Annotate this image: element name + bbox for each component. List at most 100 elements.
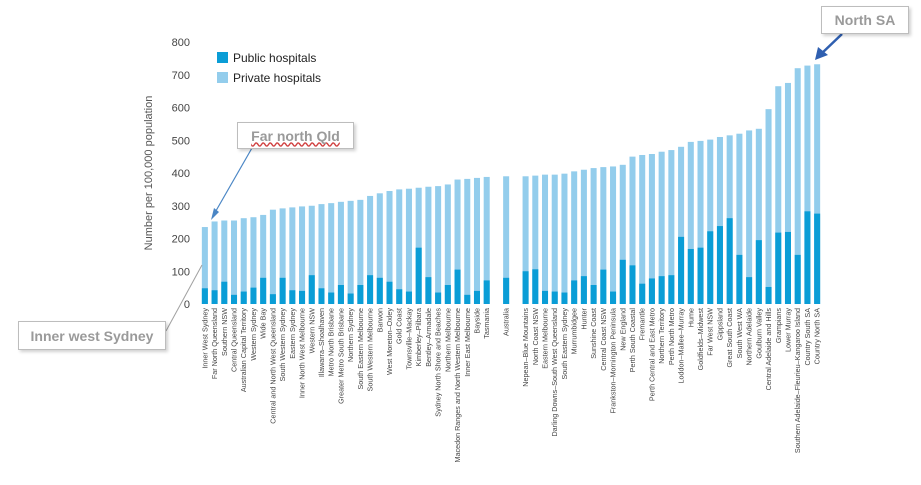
bar-public — [542, 290, 549, 304]
bar-public — [260, 277, 267, 304]
bar-private — [658, 151, 665, 304]
x-tick-label: Western Sydney — [249, 308, 258, 361]
bar-public — [415, 247, 422, 304]
bar-private — [201, 227, 208, 304]
bar-private — [590, 168, 597, 304]
bar-private — [629, 156, 636, 305]
x-tick-label: Southern NSW — [220, 308, 229, 356]
x-tick-label: Bentley–Armadale — [424, 308, 433, 367]
x-tick-label: Central Adelaide and Hills — [764, 308, 773, 391]
x-tick-label: Western NSW — [307, 308, 316, 354]
bar-public — [464, 294, 471, 304]
bar-private — [697, 140, 704, 304]
bar-public — [814, 213, 821, 304]
inner-west-sydney-callout-text: Inner west Sydney — [30, 327, 154, 344]
bar-public — [279, 277, 286, 304]
bar-public — [610, 291, 617, 304]
x-tick-label: Townsville–Mackay — [404, 308, 413, 370]
bar-private — [707, 139, 714, 304]
bar-private — [250, 217, 257, 304]
bar-private — [357, 199, 364, 304]
bar-private — [308, 205, 315, 304]
bar-private — [337, 201, 344, 304]
bar-private — [289, 207, 296, 304]
inner-west-sydney-callout: Inner west Sydney — [18, 321, 166, 350]
x-tick-label: Eastern Sydney — [288, 308, 297, 359]
north-sa-callout: North SA — [821, 6, 909, 34]
north-sa-callout-text: North SA — [834, 12, 896, 28]
x-tick-label: South Eastern Sydney — [560, 308, 569, 380]
x-tick-label: Inner East Melbourne — [463, 308, 472, 377]
bar-public — [600, 269, 607, 304]
bar-public — [580, 276, 587, 304]
bar-public — [289, 290, 296, 304]
x-tick-label: Frankston–Mornington Peninsula — [609, 308, 618, 413]
bar-private — [804, 65, 811, 304]
bar-public — [522, 271, 529, 304]
x-tick-label: Australia — [502, 308, 511, 336]
far-north-arrowhead — [211, 208, 219, 220]
bar-public — [784, 231, 791, 304]
bar-private — [794, 68, 801, 304]
bar-public — [435, 292, 442, 304]
bar-public — [639, 283, 646, 304]
bar-private — [775, 86, 782, 305]
bar-private — [522, 176, 529, 304]
north-sa-arrow — [819, 33, 843, 56]
bar-public — [551, 291, 558, 304]
x-tick-label: Far North Queensland — [210, 308, 219, 379]
y-tick-label: 700 — [172, 70, 190, 82]
x-tick-label: South West WA — [735, 308, 744, 359]
bar-private — [668, 150, 675, 304]
y-tick-label: 100 — [172, 266, 190, 278]
bar-public — [765, 286, 772, 304]
x-tick-label: Metro North Brisbane — [327, 308, 336, 376]
bar-private — [221, 220, 228, 304]
bar-private — [396, 189, 403, 305]
x-tick-label: Eastern Melbourne — [541, 308, 550, 369]
bar-public — [405, 291, 412, 304]
bar-private — [454, 179, 461, 304]
far-north-qld-callout: Far north Qld — [237, 122, 354, 149]
x-tick-label: Darling Downs–South West Queensland — [550, 308, 559, 437]
bar-public — [328, 292, 335, 304]
bar-private — [279, 208, 286, 304]
x-tick-label: Perth Central and East Metro — [647, 308, 656, 401]
x-tick-label: Country North SA — [813, 308, 822, 365]
bar-private — [571, 171, 578, 304]
bar-private — [347, 200, 354, 304]
bar-public — [687, 248, 694, 304]
bar-public — [571, 280, 578, 304]
bar-public — [250, 287, 257, 305]
bar-private — [260, 214, 267, 304]
bar-public — [473, 290, 480, 304]
legend: Public hospitals Private hospitals — [217, 51, 321, 85]
bar-private — [532, 175, 539, 304]
bar-public — [386, 281, 393, 304]
bar-private — [784, 82, 791, 304]
x-tick-label: Inner North West Melbourne — [298, 308, 307, 398]
bar-public — [367, 275, 374, 304]
bar-private — [240, 218, 247, 304]
bar-public — [454, 269, 461, 304]
x-tick-label: Northern Adelaide — [745, 308, 754, 366]
bar-private — [483, 176, 490, 304]
bar-private — [435, 186, 442, 304]
bar-private — [367, 195, 374, 304]
y-tick-label: 400 — [172, 168, 190, 180]
x-tick-label: Goulburn Valley — [754, 308, 763, 359]
x-tick-label: Northern Sydney — [346, 308, 355, 362]
bar-public — [231, 294, 238, 304]
y-tick-label: 300 — [172, 201, 190, 213]
x-tick-label: Central Queensland — [230, 308, 239, 372]
bar-private — [610, 166, 617, 304]
x-tick-label: Northern Territory — [657, 308, 666, 364]
bar-public — [211, 290, 218, 304]
bar-public — [269, 294, 276, 304]
inner-west-arrow — [165, 264, 203, 332]
bar-private — [425, 186, 432, 304]
bar-public — [804, 211, 811, 304]
x-tick-label: Fremantle — [638, 308, 647, 340]
x-tick-label: Great South Coast — [725, 308, 734, 368]
